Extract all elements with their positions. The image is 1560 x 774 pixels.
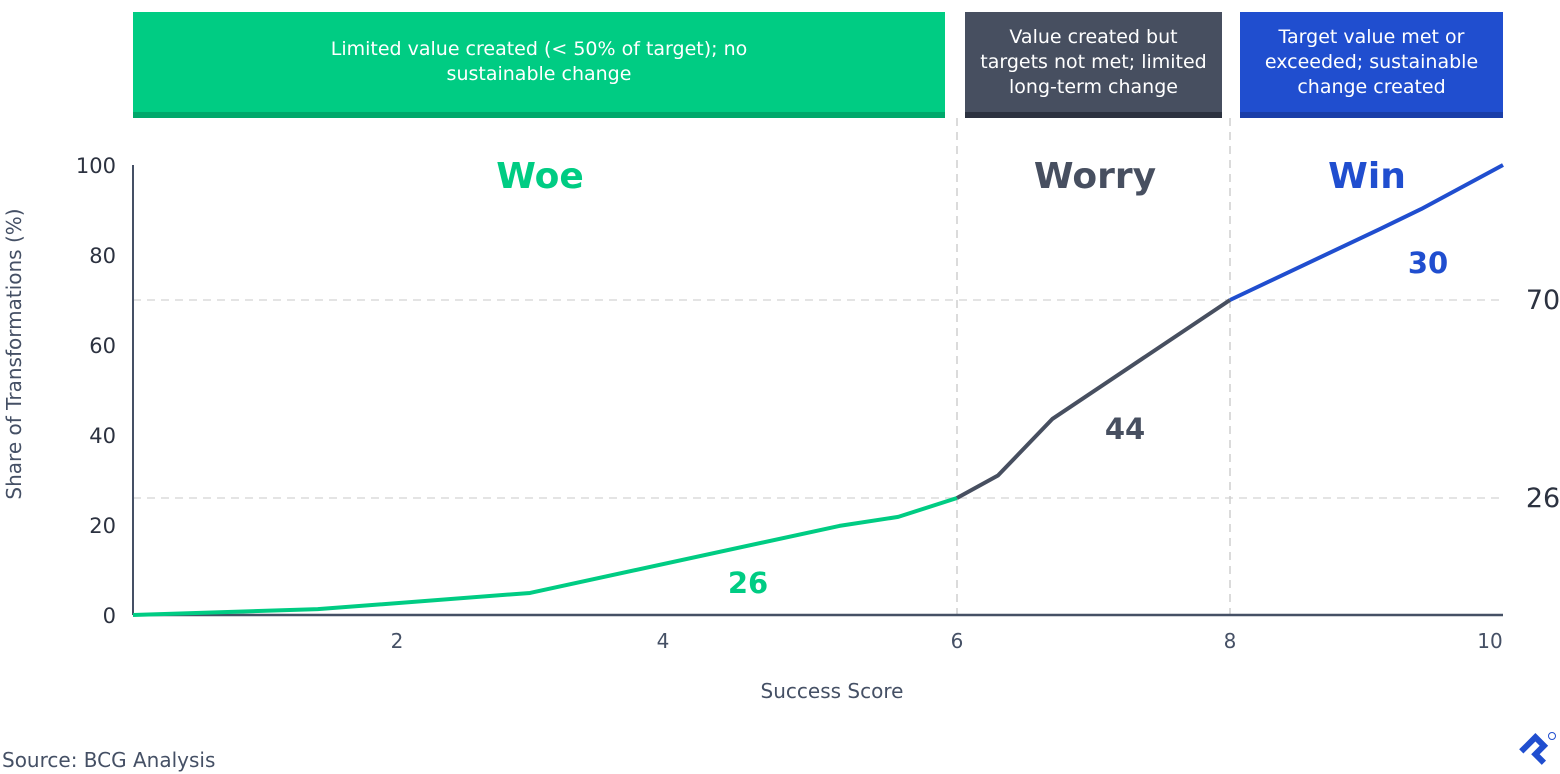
x-tick-label: 6 [951, 629, 964, 653]
zone-title-worry: Worry [1034, 156, 1156, 197]
series-line-woe [132, 496, 958, 617]
x-tick-label: 4 [657, 629, 670, 653]
brand-logo-icon [1519, 732, 1556, 765]
x-tick-label: 8 [1224, 629, 1237, 653]
band-woe-strip [133, 112, 945, 118]
y-tick-label: 100 [76, 154, 116, 178]
band-woe: Limited value created (< 50% of target);… [133, 12, 945, 118]
zone-share-woe: 26 [728, 566, 768, 600]
band-win: Target value met or exceeded; sustainabl… [1240, 12, 1503, 118]
band-worry-text: Value created but targets not met; limit… [980, 25, 1207, 98]
band-worry: Value created but targets not met; limit… [965, 12, 1222, 118]
series-line-win [1229, 163, 1504, 302]
y-tick-label: 80 [89, 244, 116, 268]
reference-label-26: 26 [1526, 483, 1560, 514]
x-axis-label: Success Score [761, 679, 904, 703]
y-tick-label: 40 [89, 424, 116, 448]
reference-label-70: 70 [1526, 285, 1560, 316]
zone-title-win: Win [1328, 156, 1406, 197]
series-line-worry [956, 298, 1232, 500]
zone-share-worry: 44 [1105, 412, 1145, 446]
band-woe-text: Limited value created (< 50% of target);… [330, 38, 748, 85]
band-win-strip [1240, 112, 1503, 118]
zone-share-win: 30 [1408, 246, 1448, 280]
source-note: Source: BCG Analysis [2, 748, 216, 772]
x-tick-label: 2 [391, 629, 404, 653]
band-worry-strip [965, 112, 1222, 118]
y-tick-label: 20 [89, 514, 116, 538]
zone-title-woe: Woe [496, 156, 584, 197]
y-axis-label: Share of Transformations (%) [2, 208, 26, 499]
y-tick-label: 60 [89, 334, 116, 358]
x-tick-label: 10 [1477, 629, 1502, 653]
y-tick-label: 0 [103, 604, 116, 628]
band-win-text: Target value met or exceeded; sustainabl… [1264, 25, 1479, 98]
